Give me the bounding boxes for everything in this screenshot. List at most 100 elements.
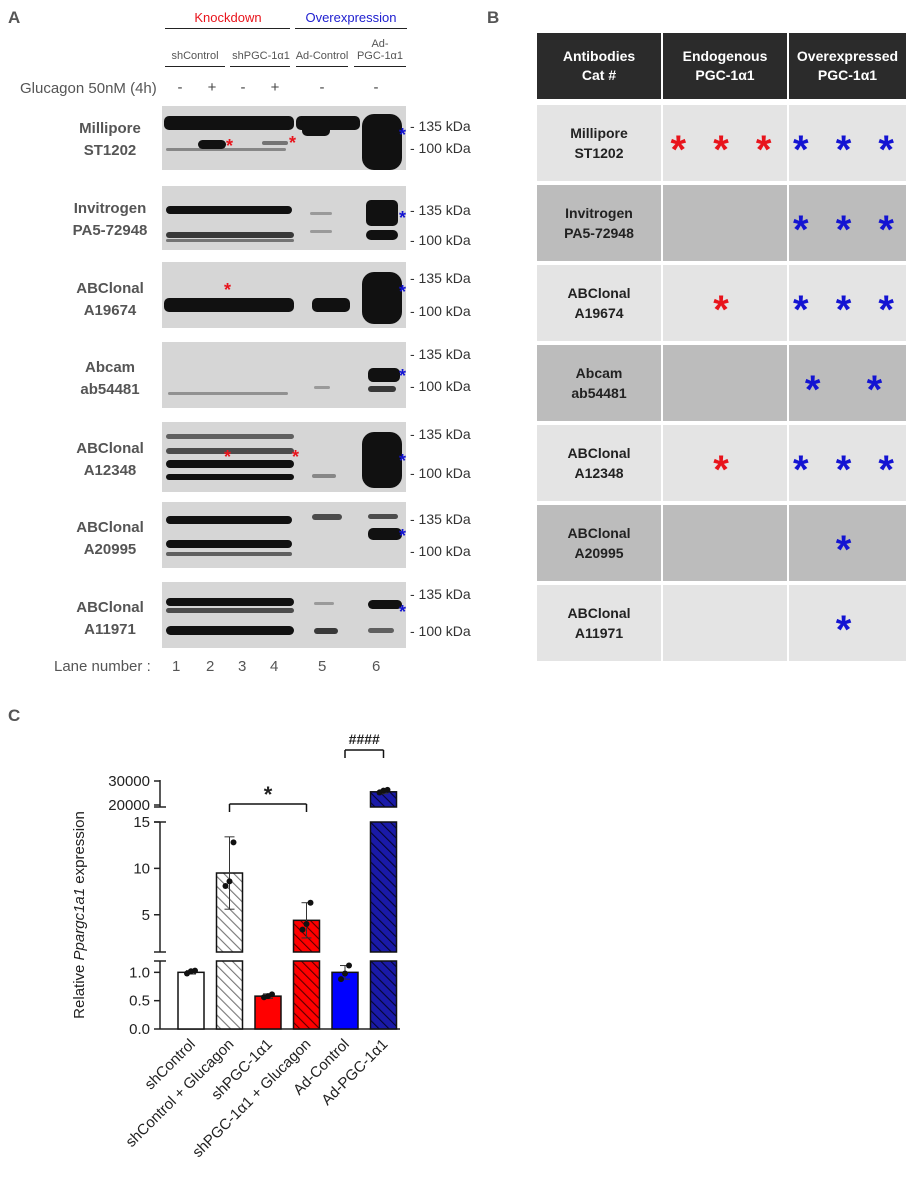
antibody-cat-text: Abcam ab54481 [571, 365, 627, 401]
lane-label-shcontrol: shControl [171, 50, 219, 62]
bar-1 [177, 971, 205, 1030]
table-cell-endogenous [663, 505, 787, 581]
rating-asterisks: * [713, 288, 737, 332]
antibody-cat: A20995 [83, 541, 137, 558]
kda-135-marker: - 135 kDa [410, 426, 471, 442]
knockdown-header: Knockdown [194, 10, 262, 25]
kda-100-marker: - 100 kDa [410, 465, 471, 481]
data-point [384, 786, 391, 793]
antibody-label-5: ABClonal A12348 [60, 438, 160, 482]
y-tick-label: 1.0 [129, 964, 150, 981]
data-point [269, 991, 275, 998]
blue-asterisk: * [399, 602, 407, 622]
data-point [192, 967, 198, 974]
table-cell-endogenous: * [663, 265, 787, 341]
lane-number: 5 [318, 658, 327, 675]
table-cell-endogenous [663, 185, 787, 261]
sign-lane-6: - [373, 79, 379, 96]
lane-underline-4 [354, 66, 406, 67]
sign-lane-2: + [207, 79, 217, 96]
sign-lane-5: - [319, 79, 325, 96]
table-header-endogenous: Endogenous PGC-1α1 [663, 33, 787, 99]
overexpression-header: Overexpression [305, 10, 397, 25]
bar-2-upper [215, 872, 244, 953]
data-point [299, 926, 306, 933]
lane-label-adcontrol: Ad-Control [295, 50, 349, 62]
red-asterisk: * [224, 280, 232, 300]
antibody-cat: ST1202 [83, 142, 137, 159]
lane-number: 6 [372, 658, 381, 675]
antibody-name: ABClonal [76, 280, 144, 297]
table-cell-antibody: Millipore ST1202 [537, 105, 661, 181]
rating-asterisks: * [713, 448, 737, 492]
antibody-name: ABClonal [76, 599, 144, 616]
lane-underline-3 [296, 66, 348, 67]
y-tick-label: 20000 [108, 797, 150, 814]
y-tick-label: 30000 [108, 773, 150, 790]
antibody-label-6: ABClonal A20995 [60, 517, 160, 561]
antibody-name: ABClonal [76, 440, 144, 457]
blue-asterisk: * [399, 282, 407, 302]
lane-number: 1 [172, 658, 181, 675]
panel-c-letter: C [8, 706, 21, 725]
antibody-cat-text: Millipore ST1202 [570, 125, 628, 161]
table-cell-overexpressed: * * * [789, 265, 906, 341]
antibody-cat: A19674 [83, 302, 137, 319]
y-label-part: Relative [71, 960, 88, 1018]
bar-4-lower [292, 960, 321, 1030]
y-tick-label: 15 [133, 814, 150, 831]
bar-3 [254, 995, 282, 1030]
red-asterisk: * [289, 133, 297, 153]
table-cell-antibody: ABClonal A20995 [537, 505, 661, 581]
table-header-overexpressed: Overexpressed PGC-1α1 [789, 33, 906, 99]
kda-135-marker: - 135 kDa [410, 586, 471, 602]
antibody-name: Abcam [84, 359, 136, 376]
table-cell-overexpressed: * * * [789, 185, 906, 261]
table-cell-endogenous [663, 585, 787, 661]
lane-number: 3 [238, 658, 247, 675]
data-point [338, 976, 344, 983]
panel-a-letter: A [8, 8, 21, 27]
antibody-cat-text: ABClonal A11971 [567, 605, 631, 641]
bar-2-lower [215, 960, 244, 1030]
glucagon-label: Glucagon 50nM (4h) [20, 80, 157, 97]
antibody-label-7: ABClonal A11971 [60, 597, 160, 641]
rating-asterisks: * [835, 608, 860, 652]
y-tick-label: 0.0 [129, 1021, 150, 1038]
western-blot-3 [162, 262, 406, 328]
knockdown-underline [165, 28, 290, 29]
lane-number: 4 [270, 658, 279, 675]
data-point [226, 878, 233, 885]
antibody-label-1: Millipore ST1202 [60, 118, 160, 162]
data-point [222, 883, 229, 889]
blue-asterisk: * [399, 125, 407, 145]
kda-135-marker: - 135 kDa [410, 346, 471, 362]
kda-100-marker: - 100 kDa [410, 232, 471, 248]
antibody-label-4: Abcam ab54481 [60, 357, 160, 401]
red-asterisk: * [226, 136, 234, 156]
antibody-name: Invitrogen [73, 200, 147, 217]
kda-100-marker: - 100 kDa [410, 303, 471, 319]
western-blot-7 [162, 582, 406, 648]
table-cell-endogenous: * * * [663, 105, 787, 181]
antibody-name: ABClonal [76, 519, 144, 536]
table-header-antibodies: Antibodies Cat # [537, 33, 661, 99]
antibody-cat-text: ABClonal A12348 [567, 445, 631, 481]
blue-asterisk: * [399, 208, 407, 228]
antibody-label-2: Invitrogen PA5-72948 [60, 198, 160, 242]
table-cell-overexpressed: * * [789, 345, 906, 421]
rating-asterisks: * [835, 528, 860, 572]
panel-b-letter: B [487, 8, 500, 27]
antibody-cat: A11971 [84, 621, 136, 638]
table-cell-overexpressed: * [789, 585, 906, 661]
rating-asterisks: * * * [793, 208, 902, 252]
rating-asterisks: * * [804, 368, 891, 412]
sign-lane-3: - [240, 79, 246, 96]
y-axis-label: Relative Ppargc1a1 expression [71, 811, 88, 1019]
sign-lane-4: + [270, 79, 280, 96]
table-cell-overexpressed: * [789, 505, 906, 581]
data-point [346, 962, 352, 969]
antibody-cat: A12348 [83, 462, 137, 479]
